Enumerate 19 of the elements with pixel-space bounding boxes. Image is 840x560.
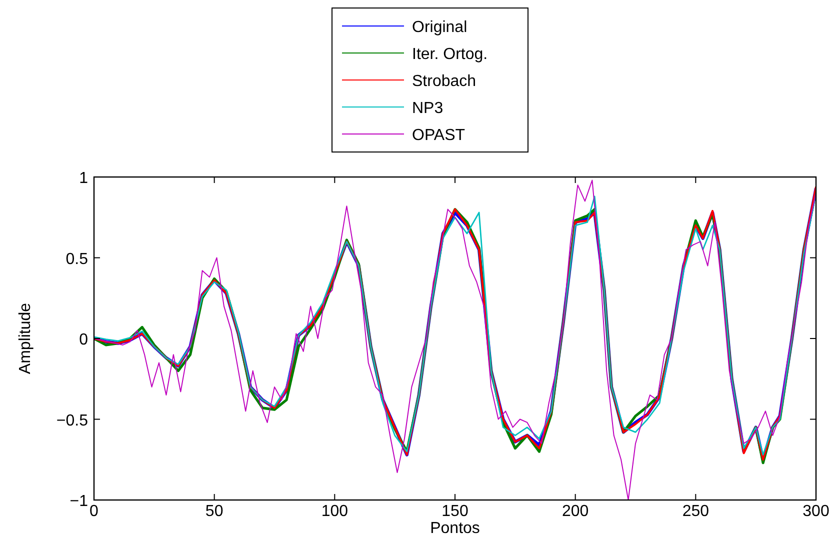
x-tick-label: 200 bbox=[562, 503, 589, 520]
x-tick-label: 50 bbox=[205, 503, 224, 520]
y-axis-title: Amplitude bbox=[17, 302, 34, 374]
x-tick-label: 100 bbox=[321, 503, 348, 520]
legend-label: OPAST bbox=[412, 127, 466, 144]
y-tick-label: 0 bbox=[79, 332, 88, 348]
y-tick-label: 0.5 bbox=[66, 250, 88, 268]
x-tick-label: 250 bbox=[682, 503, 710, 520]
legend-label: Iter. Ortog. bbox=[412, 46, 488, 63]
y-tick-label: 1 bbox=[79, 170, 88, 187]
x-tick-label: 300 bbox=[802, 503, 830, 520]
legend-label: Strobach bbox=[412, 73, 476, 90]
x-axis-title: Pontos bbox=[430, 520, 480, 537]
legend-label: Original bbox=[412, 19, 468, 36]
y-tick-label: −1 bbox=[70, 493, 88, 510]
legend-label: NP3 bbox=[412, 100, 444, 117]
y-tick-label: −0.5 bbox=[56, 412, 88, 430]
x-tick-label: 150 bbox=[442, 503, 468, 520]
x-tick-label: 0 bbox=[90, 503, 99, 520]
